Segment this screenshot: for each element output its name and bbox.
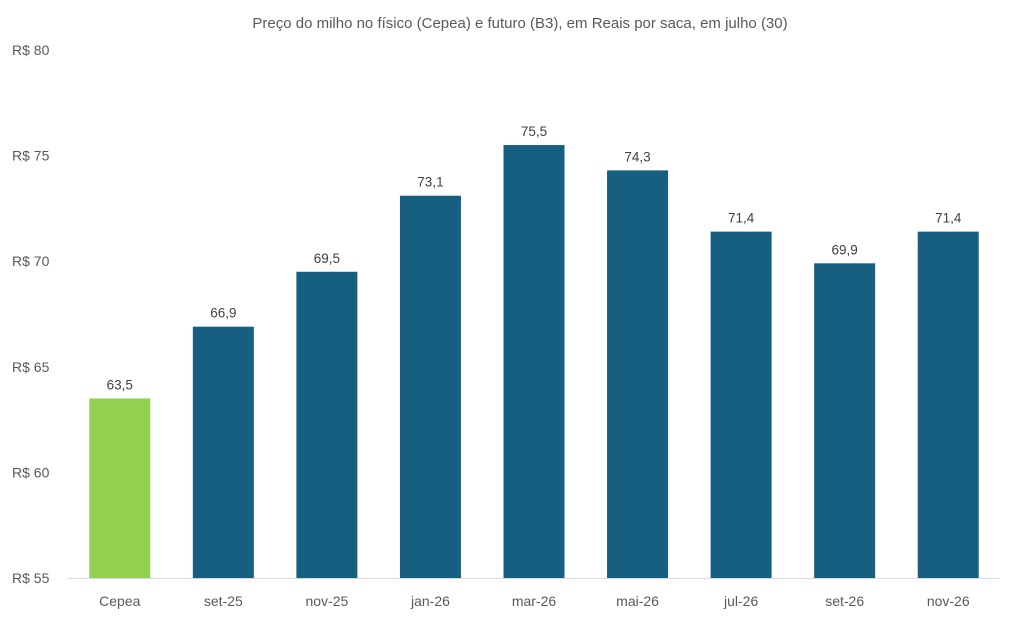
x-tick-label: set-25 — [204, 593, 243, 609]
bar-set-25 — [192, 326, 254, 578]
x-tick-label: jan-26 — [410, 593, 450, 609]
x-tick-label: nov-25 — [305, 593, 348, 609]
x-tick-label: mai-26 — [616, 593, 659, 609]
y-tick-label: R$ 60 — [12, 464, 50, 480]
bar-nov-25 — [296, 271, 358, 578]
bar-set-26 — [814, 263, 876, 578]
data-label: 66,9 — [210, 306, 236, 321]
x-tick-label: Cepea — [99, 593, 140, 609]
data-label: 71,4 — [935, 211, 962, 226]
x-tick-label: nov-26 — [927, 593, 970, 609]
y-tick-label: R$ 70 — [12, 253, 50, 269]
data-label: 63,5 — [107, 377, 133, 392]
bar-jan-26 — [399, 195, 461, 578]
x-tick-label: jul-26 — [723, 593, 758, 609]
chart-title: Preço do milho no físico (Cepea) e futur… — [252, 15, 787, 32]
data-label: 75,5 — [521, 124, 547, 139]
bar-mar-26 — [503, 145, 565, 579]
bar-Cepea — [89, 398, 151, 578]
bar-jul-26 — [710, 231, 772, 578]
data-label: 73,1 — [417, 175, 443, 190]
bar-nov-26 — [917, 231, 979, 578]
y-tick-label: R$ 55 — [12, 570, 50, 586]
bars: 63,5 66,9 69,5 73,1 75,5 74,3 71,4 69,9 71,4 — [89, 124, 979, 579]
y-tick-label: R$ 65 — [12, 359, 50, 375]
x-axis: Cepea set-25 nov-25 jan-26 mar-26 mai-26 jul-2… — [68, 578, 1000, 609]
y-axis: R$ 55 R$ 60 R$ 65 R$ 70 R$ 75 R$ 80 — [12, 42, 50, 586]
x-tick-label: mar-26 — [512, 593, 557, 609]
data-label: 69,5 — [314, 251, 340, 266]
x-tick-label: set-26 — [825, 593, 864, 609]
y-tick-label: R$ 80 — [12, 42, 50, 58]
y-tick-label: R$ 75 — [12, 148, 50, 164]
data-label: 69,9 — [832, 242, 858, 257]
data-label: 74,3 — [624, 149, 650, 164]
bar-mai-26 — [607, 170, 669, 578]
data-label: 71,4 — [728, 211, 755, 226]
